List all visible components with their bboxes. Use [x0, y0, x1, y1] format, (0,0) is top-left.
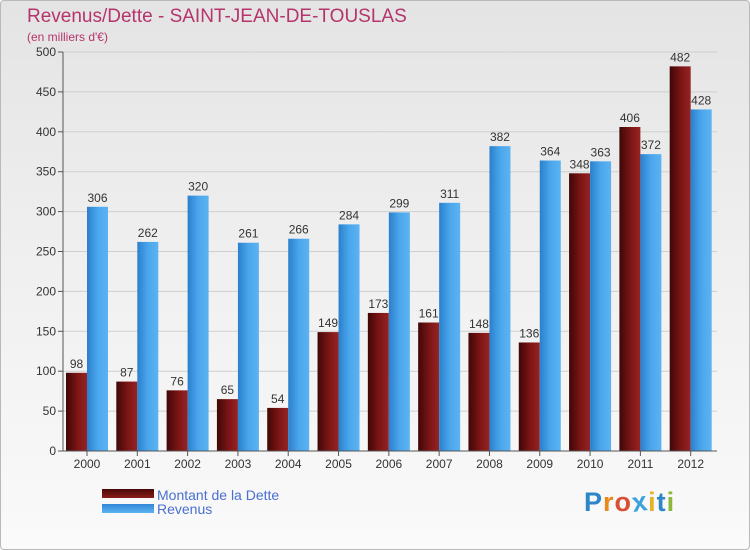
- axis-layer: 0 50 100 150 200 250 300 350 400 450 500 2000 2001 20…: [36, 45, 717, 471]
- bar-revenue-2011: [640, 154, 662, 452]
- x-tick-label: 2011: [627, 457, 653, 471]
- bar-debt-2001: [116, 381, 138, 451]
- bar-debt-2004: [267, 407, 289, 451]
- logo-letter: t: [656, 487, 667, 517]
- data-label-debt-2005: 149: [318, 316, 338, 330]
- bar-revenue-2007: [439, 202, 461, 451]
- logo-letter: r: [603, 487, 615, 517]
- data-label-debt-2004: 54: [271, 392, 285, 406]
- data-label-debt-2000: 98: [70, 357, 84, 371]
- proxiti-logo: Proxiti: [584, 486, 676, 518]
- x-tick-label: 2000: [74, 457, 101, 471]
- data-label-revenue-2011: 372: [641, 138, 661, 152]
- bar-debt-2003: [216, 399, 238, 451]
- bar-revenue-2006: [388, 212, 410, 451]
- data-label-revenue-2010: 363: [591, 145, 611, 159]
- bar-debt-2005: [317, 332, 339, 451]
- data-label-revenue-2000: 306: [87, 191, 107, 205]
- bar-revenue-2001: [137, 241, 159, 451]
- legend-label-revenue: Revenus: [157, 501, 213, 517]
- data-label-debt-2006: 173: [368, 297, 388, 311]
- bar-revenue-2005: [338, 224, 360, 451]
- data-label-revenue-2006: 299: [389, 196, 409, 210]
- bar-debt-2011: [619, 127, 641, 452]
- x-tick-label: 2006: [375, 457, 402, 471]
- x-tick-label: 2001: [124, 457, 151, 471]
- legend-swatch-revenue: [102, 504, 154, 513]
- data-label-revenue-2003: 261: [238, 227, 258, 241]
- y-tick-label: 500: [36, 45, 56, 59]
- x-tick-label: 2002: [174, 457, 201, 471]
- bar-debt-2008: [468, 332, 490, 451]
- y-tick-label: 150: [36, 324, 56, 338]
- chart-subtitle: (en milliers d'€): [27, 30, 108, 44]
- bar-debt-2010: [569, 173, 591, 451]
- legend-label-debt: Montant de la Dette: [157, 487, 280, 503]
- y-tick-label: 300: [36, 205, 56, 219]
- data-label-revenue-2008: 382: [490, 130, 510, 144]
- logo-letter: i: [666, 487, 676, 517]
- y-tick-label: 250: [36, 245, 56, 259]
- data-label-debt-2010: 348: [570, 157, 590, 171]
- legend-swatch-debt: [102, 489, 154, 498]
- data-label-revenue-2007: 311: [440, 187, 459, 201]
- bar-debt-2009: [518, 342, 540, 451]
- bar-revenue-2002: [187, 195, 209, 451]
- data-label-debt-2011: 406: [620, 111, 640, 125]
- bar-debt-2012: [669, 66, 691, 451]
- y-tick-label: 400: [36, 125, 56, 139]
- bar-debt-2006: [367, 312, 389, 451]
- y-tick-label: 200: [36, 284, 56, 298]
- x-tick-label: 2004: [275, 457, 302, 471]
- bar-revenue-2003: [237, 242, 259, 451]
- bar-revenue-2012: [690, 109, 712, 452]
- x-tick-label: 2010: [577, 457, 604, 471]
- y-tick-label: 0: [49, 444, 56, 458]
- data-label-debt-2012: 482: [670, 50, 690, 64]
- bars-layer: [66, 66, 712, 452]
- y-tick-label: 50: [43, 404, 57, 418]
- data-label-debt-2008: 148: [469, 317, 489, 331]
- data-label-revenue-2004: 266: [289, 223, 309, 237]
- data-label-revenue-2005: 284: [339, 208, 359, 222]
- data-label-debt-2002: 76: [170, 374, 184, 388]
- logo-letter: i: [648, 487, 657, 517]
- data-label-revenue-2001: 262: [138, 226, 158, 240]
- x-tick-label: 2003: [225, 457, 252, 471]
- bar-revenue-2010: [590, 161, 612, 452]
- y-tick-label: 100: [36, 364, 56, 378]
- bar-debt-2000: [66, 372, 87, 451]
- labels-layer: 98 306 87 262 76 320 65 261 54 266 149 284 173 299 161…: [70, 50, 712, 406]
- bar-revenue-2008: [489, 146, 511, 451]
- y-tick-label: 350: [36, 165, 56, 179]
- logo-letter: P: [584, 487, 604, 517]
- bar-debt-2002: [166, 390, 188, 451]
- bar-debt-2007: [418, 322, 440, 451]
- bar-revenue-2000: [87, 206, 108, 451]
- y-tick-label: 450: [36, 85, 56, 99]
- data-label-revenue-2009: 364: [540, 145, 560, 159]
- data-label-debt-2007: 161: [419, 307, 439, 321]
- data-label-debt-2009: 136: [519, 326, 539, 340]
- chart-title: Revenus/Dette - SAINT-JEAN-DE-TOUSLAS: [27, 6, 407, 27]
- x-tick-label: 2005: [325, 457, 352, 471]
- bar-revenue-2004: [288, 238, 310, 451]
- data-label-revenue-2002: 320: [188, 180, 208, 194]
- data-label-revenue-2012: 428: [691, 93, 711, 107]
- x-tick-label: 2007: [426, 457, 453, 471]
- x-tick-label: 2012: [677, 457, 704, 471]
- data-label-debt-2001: 87: [120, 366, 134, 380]
- bar-revenue-2009: [539, 160, 561, 451]
- data-label-debt-2003: 65: [221, 383, 235, 397]
- x-tick-label: 2008: [476, 457, 503, 471]
- logo-letter: o: [614, 487, 633, 517]
- x-tick-label: 2009: [526, 457, 553, 471]
